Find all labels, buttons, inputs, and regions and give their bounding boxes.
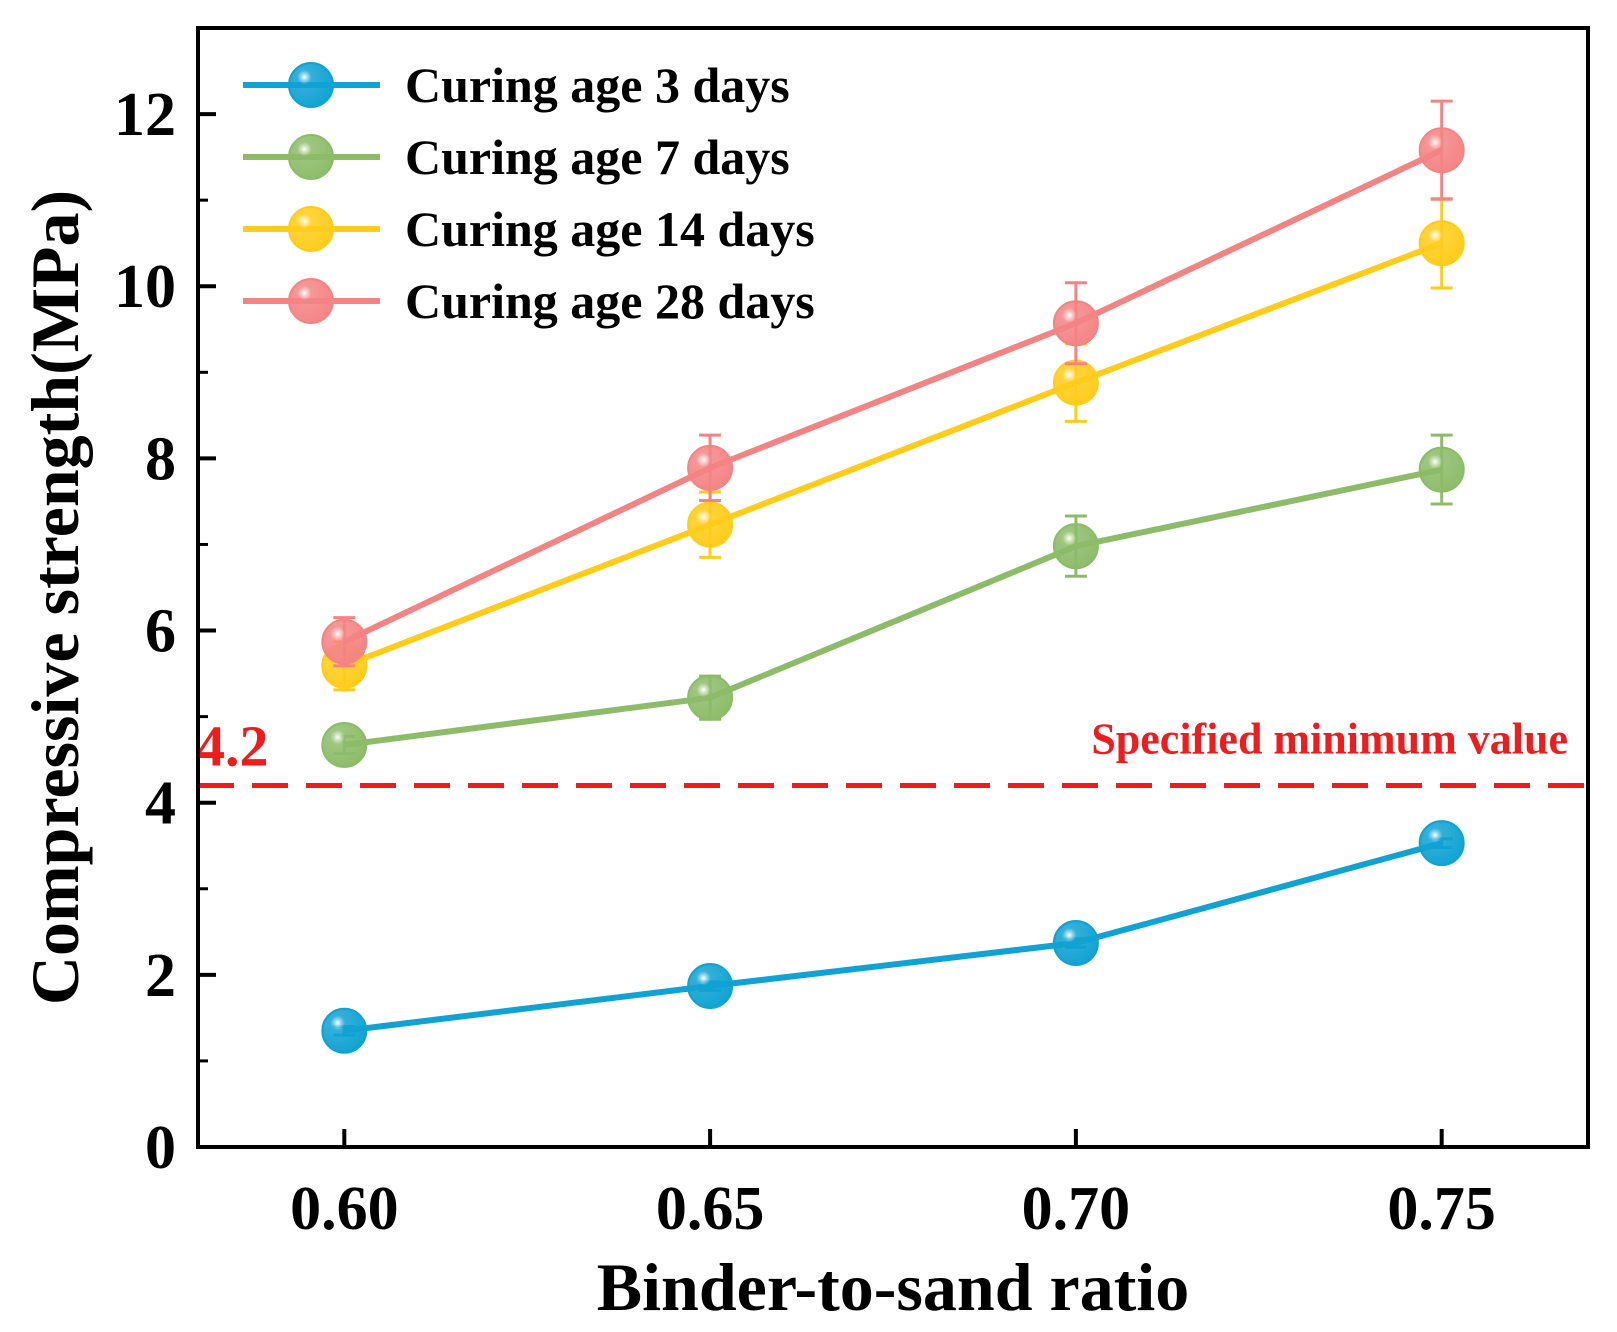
series-1 xyxy=(321,820,1465,1054)
data-point xyxy=(1418,220,1465,267)
plot-frame xyxy=(196,26,1590,1149)
legend: Curing age 3 days Curing age 7 days Curing… xyxy=(243,57,815,329)
x-axis-title: Binder-to-sand ratio xyxy=(597,1249,1189,1325)
legend-label: Curing age 28 days xyxy=(405,273,815,329)
legend-marker xyxy=(288,62,334,108)
legend-marker xyxy=(288,206,334,252)
legend-label: Curing age 7 days xyxy=(405,129,790,185)
legend-item: Curing age 3 days xyxy=(243,57,790,113)
data-point xyxy=(321,1007,368,1054)
data-point xyxy=(1052,919,1099,966)
data-point xyxy=(321,618,368,665)
data-point xyxy=(687,674,734,721)
x-tick-label: 0.70 xyxy=(1022,1175,1131,1243)
data-point xyxy=(1418,446,1465,493)
legend-label: Curing age 14 days xyxy=(405,201,815,257)
legend-marker xyxy=(288,134,334,180)
reference-value-label: 4.2 xyxy=(196,713,269,778)
series-line xyxy=(343,466,1443,748)
data-point xyxy=(1052,523,1099,570)
series-line xyxy=(343,840,1443,1034)
series-group xyxy=(321,99,1465,1054)
legend-item: Curing age 28 days xyxy=(243,273,815,329)
y-tick-label: 0 xyxy=(145,1114,176,1182)
y-tick-label: 2 xyxy=(145,942,176,1010)
x-tick-label: 0.75 xyxy=(1387,1175,1496,1243)
data-point xyxy=(1418,820,1465,867)
y-tick-label: 8 xyxy=(145,425,176,493)
legend-item: Curing age 14 days xyxy=(243,201,815,257)
series-4 xyxy=(321,99,1465,668)
data-point xyxy=(1418,127,1465,174)
series-line xyxy=(343,240,1443,669)
y-tick-label: 4 xyxy=(145,770,176,838)
legend-marker xyxy=(288,278,334,324)
data-point xyxy=(1052,300,1099,347)
data-point xyxy=(321,722,368,769)
data-point xyxy=(687,444,734,491)
y-tick-label: 6 xyxy=(145,598,176,666)
legend-item: Curing age 7 days xyxy=(243,129,790,185)
y-tick-label: 12 xyxy=(114,81,176,149)
data-point xyxy=(1052,359,1099,406)
data-point xyxy=(687,501,734,548)
x-tick-label: 0.65 xyxy=(656,1175,765,1243)
reference-line-label: Specified minimum value xyxy=(1091,714,1568,763)
series-line xyxy=(343,147,1443,645)
data-point xyxy=(687,963,734,1010)
legend-label: Curing age 3 days xyxy=(405,57,790,113)
y-tick-label: 10 xyxy=(114,253,176,321)
x-tick-label: 0.60 xyxy=(290,1175,399,1243)
series-2 xyxy=(321,433,1465,769)
y-axis-title: Compressive strength(MPa) xyxy=(17,190,93,1005)
reference-line-group: 4.2 Specified minimum value xyxy=(196,713,1588,788)
axes-group: 0 2 4 6 8 10 12 0.60 0.65 0.70 0.75 Binder-to-sand … xyxy=(17,26,1590,1325)
